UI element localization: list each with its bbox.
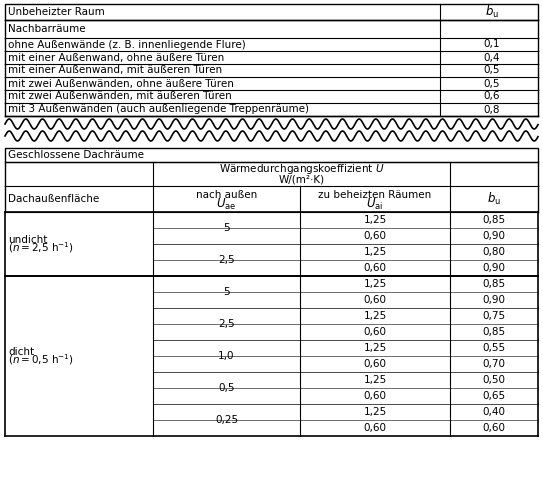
Text: 0,5: 0,5 xyxy=(484,78,500,88)
Text: mit einer Außenwand, ohne äußere Türen: mit einer Außenwand, ohne äußere Türen xyxy=(8,52,224,62)
Text: 1,25: 1,25 xyxy=(363,279,387,289)
Bar xyxy=(5,148,538,162)
Text: Geschlossene Dachräume: Geschlossene Dachräume xyxy=(8,150,144,160)
Text: 2,5: 2,5 xyxy=(218,319,235,329)
Text: mit zwei Außenwänden, ohne äußere Türen: mit zwei Außenwänden, ohne äußere Türen xyxy=(8,78,234,88)
Text: undicht: undicht xyxy=(8,235,47,245)
Text: 0,65: 0,65 xyxy=(482,391,506,401)
Text: 0,60: 0,60 xyxy=(363,231,387,241)
Text: 0,60: 0,60 xyxy=(363,391,387,401)
Text: mit einer Außenwand, mit äußeren Türen: mit einer Außenwand, mit äußeren Türen xyxy=(8,66,222,76)
Text: 1,25: 1,25 xyxy=(363,215,387,225)
Text: 2,5: 2,5 xyxy=(218,255,235,265)
Text: 0,25: 0,25 xyxy=(215,415,238,425)
Text: 1,25: 1,25 xyxy=(363,311,387,321)
Text: 0,80: 0,80 xyxy=(483,247,506,257)
Text: 0,85: 0,85 xyxy=(482,327,506,337)
Text: Nachbarräume: Nachbarräume xyxy=(8,24,86,34)
Text: $b_{\rm u}$: $b_{\rm u}$ xyxy=(485,4,499,20)
Text: 0,75: 0,75 xyxy=(482,311,506,321)
Text: 0,40: 0,40 xyxy=(483,407,506,417)
Text: 0,60: 0,60 xyxy=(363,263,387,273)
Text: 1,25: 1,25 xyxy=(363,375,387,385)
Bar xyxy=(5,4,538,20)
Text: $(n = 0{,}5\ \mathrm{h^{-1}})$: $(n = 0{,}5\ \mathrm{h^{-1}})$ xyxy=(8,352,74,368)
Text: 0,60: 0,60 xyxy=(363,327,387,337)
Text: dicht: dicht xyxy=(8,347,34,357)
Text: 0,60: 0,60 xyxy=(483,423,506,433)
Text: 1,25: 1,25 xyxy=(363,343,387,353)
Text: 0,5: 0,5 xyxy=(218,383,235,393)
Text: mit 3 Außenwänden (auch außenliegende Treppenräume): mit 3 Außenwänden (auch außenliegende Tr… xyxy=(8,104,309,115)
Text: mit zwei Außenwänden, mit äußeren Türen: mit zwei Außenwänden, mit äußeren Türen xyxy=(8,92,232,102)
Text: $U_{\rm ae}$: $U_{\rm ae}$ xyxy=(216,196,237,212)
Text: Unbeheizter Raum: Unbeheizter Raum xyxy=(8,7,105,17)
Text: 0,90: 0,90 xyxy=(483,295,506,305)
Text: 0,8: 0,8 xyxy=(484,104,500,115)
Text: 0,6: 0,6 xyxy=(484,92,500,102)
Text: 0,5: 0,5 xyxy=(484,66,500,76)
Text: 0,1: 0,1 xyxy=(484,40,500,50)
Text: 0,85: 0,85 xyxy=(482,279,506,289)
Text: Wärmedurchgangskoeffizient $U$: Wärmedurchgangskoeffizient $U$ xyxy=(219,162,384,176)
Text: 0,60: 0,60 xyxy=(363,423,387,433)
Text: nach außen: nach außen xyxy=(196,190,257,200)
Text: 1,25: 1,25 xyxy=(363,247,387,257)
Text: 0,60: 0,60 xyxy=(363,295,387,305)
Text: ohne Außenwände (z. B. innenliegende Flure): ohne Außenwände (z. B. innenliegende Flu… xyxy=(8,40,246,50)
Text: zu beheizten Räumen: zu beheizten Räumen xyxy=(318,190,432,200)
Text: 0,90: 0,90 xyxy=(483,263,506,273)
Text: 0,85: 0,85 xyxy=(482,215,506,225)
Text: $(n = 2{,}5\ \mathrm{h^{-1}})$: $(n = 2{,}5\ \mathrm{h^{-1}})$ xyxy=(8,240,74,256)
Text: 0,60: 0,60 xyxy=(363,359,387,369)
Text: Dachaußenfläche: Dachaußenfläche xyxy=(8,194,99,204)
Text: W/(m²·K): W/(m²·K) xyxy=(279,174,325,184)
Text: 1,0: 1,0 xyxy=(218,351,235,361)
Text: 0,90: 0,90 xyxy=(483,231,506,241)
Text: 5: 5 xyxy=(223,223,230,233)
Text: 0,55: 0,55 xyxy=(482,343,506,353)
Text: 0,50: 0,50 xyxy=(483,375,506,385)
Text: 0,70: 0,70 xyxy=(483,359,506,369)
Text: 5: 5 xyxy=(223,287,230,297)
Text: $U_{\rm ai}$: $U_{\rm ai}$ xyxy=(367,196,383,212)
Text: 0,4: 0,4 xyxy=(484,52,500,62)
Text: $b_{\rm u}$: $b_{\rm u}$ xyxy=(487,191,501,207)
Text: 1,25: 1,25 xyxy=(363,407,387,417)
